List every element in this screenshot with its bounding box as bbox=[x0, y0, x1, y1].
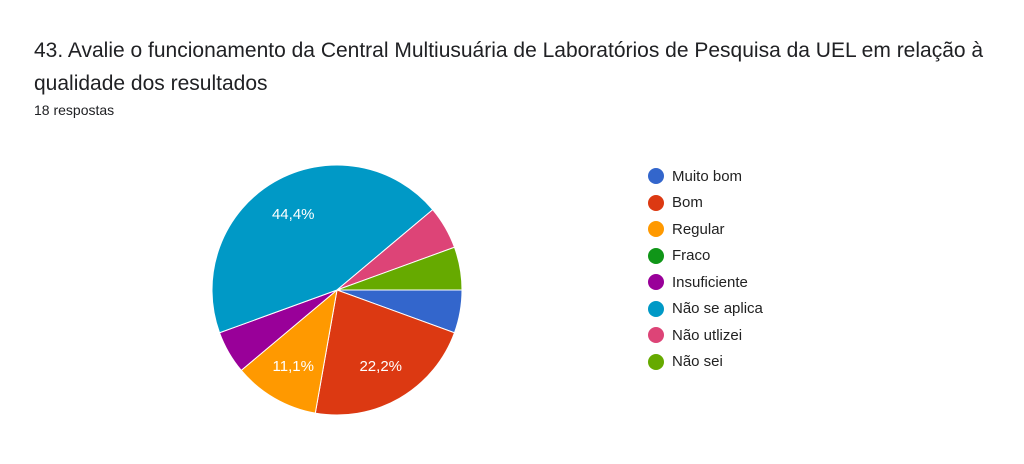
legend-label: Fraco bbox=[672, 247, 711, 265]
legend-item[interactable]: Fraco bbox=[648, 243, 763, 270]
legend-label: Insuficiente bbox=[672, 273, 748, 291]
response-count: 18 respostas bbox=[34, 102, 115, 118]
legend-swatch bbox=[648, 353, 664, 370]
pie-slice-7[interactable] bbox=[336, 246, 463, 291]
legend-item[interactable]: Muito bom bbox=[648, 163, 763, 190]
legend-label: Regular bbox=[672, 220, 725, 238]
legend: Muito bom Bom Regular Fraco Insuficiente Não … bbox=[648, 163, 763, 375]
slice-label: 44,4% bbox=[272, 206, 315, 223]
legend-label: Não sei bbox=[672, 353, 723, 371]
legend-item[interactable]: Insuficiente bbox=[648, 269, 763, 296]
pie-slice-2[interactable] bbox=[240, 288, 338, 414]
legend-swatch bbox=[648, 247, 664, 264]
legend-swatch bbox=[648, 221, 664, 238]
legend-item[interactable]: Não se aplica bbox=[648, 296, 763, 323]
pie-slice-5[interactable] bbox=[211, 164, 434, 334]
legend-item[interactable]: Bom bbox=[648, 190, 763, 217]
legend-swatch bbox=[648, 194, 664, 211]
slice-label: 11,1% bbox=[273, 358, 314, 375]
legend-item[interactable]: Regular bbox=[648, 216, 763, 243]
legend-swatch bbox=[648, 327, 664, 344]
legend-swatch bbox=[648, 300, 664, 317]
legend-item[interactable]: Não sei bbox=[648, 349, 763, 376]
legend-label: Não se aplica bbox=[672, 300, 763, 318]
chart-title: 43. Avalie o funcionamento da Central Mu… bbox=[34, 39, 984, 95]
legend-swatch bbox=[648, 168, 664, 185]
legend-label: Não utlizei bbox=[672, 326, 743, 344]
slice-label: 22,2% bbox=[359, 358, 402, 375]
legend-label: Muito bom bbox=[672, 167, 743, 185]
legend-item[interactable]: Não utlizei bbox=[648, 322, 763, 349]
legend-label: Bom bbox=[672, 194, 703, 212]
pie-slice-1[interactable] bbox=[314, 289, 456, 416]
legend-swatch bbox=[648, 274, 664, 291]
